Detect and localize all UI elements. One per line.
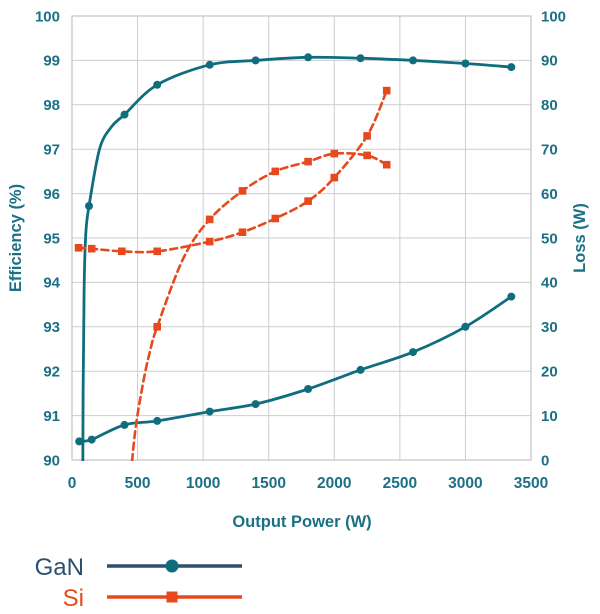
y-left-tick-label-92: 92	[43, 364, 60, 381]
y-right-tick-label-30: 30	[541, 319, 558, 336]
y-left-axis-title: Efficiency (%)	[7, 184, 25, 292]
series-gan-efficiency-markers	[85, 53, 516, 210]
si-efficiency-point	[205, 215, 214, 224]
y-left-tick-label-97: 97	[43, 142, 60, 159]
gan-efficiency-point	[85, 202, 93, 210]
y-left-tick-label-98: 98	[43, 97, 60, 114]
series-gan-loss-line	[77, 295, 513, 443]
grid-layer	[71, 15, 532, 461]
legend-marker-si-square	[166, 591, 178, 603]
gan-efficiency-point	[356, 54, 365, 63]
x-tick-label-0: 0	[68, 475, 77, 492]
gan-loss-point	[356, 365, 365, 374]
si-loss-point	[382, 86, 391, 95]
legend-marker-gan-circle	[165, 559, 179, 573]
si-efficiency-point	[382, 160, 391, 169]
gan-loss-point	[409, 348, 417, 357]
y-right-tick-label-50: 50	[541, 230, 558, 247]
x-tick-label-3500: 3500	[514, 475, 548, 492]
y-left-tick-label-93: 93	[43, 319, 60, 336]
series-si-efficiency-markers	[153, 149, 391, 331]
y-right-tick-label-40: 40	[541, 275, 558, 292]
x-tick-label-2000: 2000	[317, 475, 351, 492]
x-tick-label-1500: 1500	[251, 475, 285, 492]
gan-efficiency-point	[507, 63, 516, 72]
gan-efficiency-point	[409, 56, 417, 65]
gan-loss-point	[461, 322, 470, 331]
gan-efficiency-point	[251, 56, 260, 65]
y-right-tick-label-60: 60	[541, 186, 558, 203]
y-right-tick-label-70: 70	[541, 142, 558, 159]
legend-label-gan: GaN	[35, 554, 84, 581]
si-loss-point	[205, 237, 214, 246]
y-left-tick-label-91: 91	[43, 408, 60, 425]
gan-loss-point	[75, 437, 84, 446]
si-efficiency-point	[330, 149, 339, 158]
gan-loss-point	[205, 407, 214, 416]
si-loss-point	[118, 247, 126, 256]
gan-efficiency-point	[205, 60, 214, 69]
gan-efficiency-point	[153, 80, 162, 89]
x-tick-label-1000: 1000	[186, 475, 220, 492]
legend-item-gan: GaN	[35, 554, 242, 581]
gan-loss-point	[507, 292, 516, 301]
series-gan-efficiency-line	[81, 55, 513, 461]
gan-efficiency-point	[461, 59, 470, 68]
y-left-tick-label-100: 100	[35, 8, 60, 25]
y-left-tick-label-96: 96	[43, 186, 60, 203]
y-right-tick-label-90: 90	[541, 53, 558, 70]
series-gan-loss-markers	[75, 292, 516, 446]
y-left-tick-label-90: 90	[43, 452, 60, 469]
si-loss-point	[74, 244, 83, 252]
x-tick-label-500: 500	[125, 475, 151, 492]
si-efficiency-point	[363, 151, 371, 160]
x-axis-title: Output Power (W)	[232, 513, 371, 531]
si-efficiency-point	[238, 187, 247, 195]
gan-loss-point	[120, 420, 129, 429]
gan-loss-point	[251, 400, 260, 409]
y-right-tick-label-20: 20	[541, 364, 558, 381]
gan-efficiency-point	[120, 110, 129, 119]
si-efficiency-point	[153, 323, 161, 331]
si-loss-point	[271, 214, 280, 223]
gan-loss-point	[304, 385, 313, 393]
gan-loss-point	[153, 416, 162, 425]
y-right-axis-title: Loss (W)	[571, 203, 589, 273]
y-right-tick-label-80: 80	[541, 97, 558, 114]
series-layer	[74, 53, 516, 461]
gan-efficiency-point	[304, 53, 313, 62]
legend: GaN Si	[35, 554, 242, 612]
si-loss-point	[238, 228, 247, 236]
plot-border	[71, 15, 532, 461]
y-right-tick-label-0: 0	[541, 452, 549, 469]
y-left-tick-label-94: 94	[43, 275, 60, 292]
series-si-efficiency-line	[130, 151, 388, 461]
legend-item-si: Si	[63, 585, 242, 612]
si-efficiency-point	[304, 157, 312, 166]
si-loss-point	[304, 197, 312, 205]
si-loss-point	[330, 173, 339, 182]
y-left-tick-label-95: 95	[43, 230, 60, 247]
si-efficiency-point	[271, 167, 280, 176]
si-loss-point	[153, 247, 161, 256]
x-tick-label-3000: 3000	[448, 475, 482, 492]
y-left-tick-label-99: 99	[43, 53, 60, 70]
legend-label-si: Si	[63, 585, 84, 612]
x-tick-label-2500: 2500	[383, 475, 417, 492]
gan-loss-point	[87, 435, 96, 444]
tick-labels-layer: 0 500 1000 1500 2000 2500 3000 3500909192939495…	[35, 8, 566, 492]
y-right-tick-label-10: 10	[541, 408, 558, 425]
si-loss-point	[87, 244, 96, 253]
y-right-tick-label-100: 100	[541, 8, 566, 25]
series-si-loss-markers	[74, 86, 391, 256]
si-loss-point	[363, 132, 371, 140]
